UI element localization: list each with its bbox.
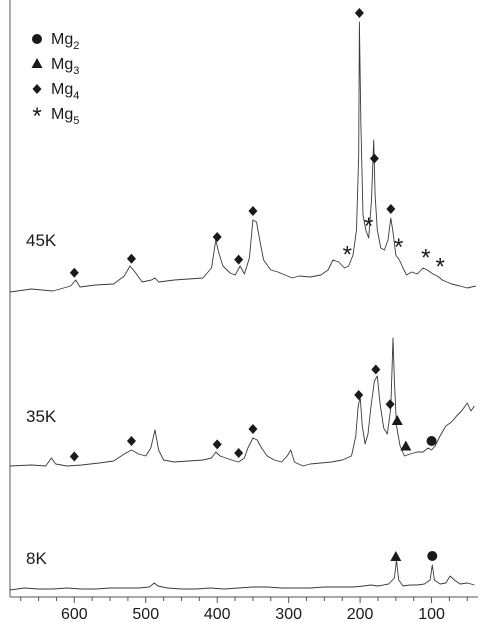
x-tick-label-500: 500 (132, 606, 159, 622)
peak-marker-diamond-45k-2 (212, 232, 222, 242)
legend-symbol-star: * (32, 103, 41, 130)
peak-marker-diamond-45k-6 (369, 153, 379, 164)
peak-marker-diamond-45k-7 (386, 204, 396, 214)
peak-marker-star-45k-12: * (435, 253, 444, 280)
peak-marker-circle-35k-23 (426, 436, 437, 446)
peak-marker-star-45k-10: * (394, 234, 403, 261)
x-tick-label-200: 200 (347, 606, 374, 622)
peak-marker-diamond-35k-17 (248, 424, 258, 434)
peak-marker-diamond-35k-20 (385, 399, 395, 410)
peak-marker-star-45k-9: * (364, 213, 373, 240)
peak-marker-star-45k-11: * (421, 244, 430, 271)
peak-marker-triangle-8k-24 (390, 551, 402, 561)
peak-marker-diamond-35k-19 (371, 364, 381, 375)
peak-marker-diamond-45k-1 (126, 253, 136, 264)
x-tick-label-300: 300 (275, 606, 302, 622)
legend-symbol-circle (32, 34, 42, 44)
legend-symbol-diamond (32, 84, 42, 94)
peak-marker-triangle-35k-21 (391, 415, 403, 425)
series-label-8k: 8K (26, 549, 47, 568)
x-axis: 600 500 400 300 200 100 (9, 0, 478, 622)
peak-markers: *** * * (69, 8, 445, 561)
peak-marker-diamond-35k-13 (69, 451, 79, 462)
series-label-45k: 45K (26, 231, 57, 250)
peak-marker-diamond-35k-18 (354, 390, 364, 400)
x-tick-label-100: 100 (418, 606, 445, 622)
peak-marker-diamond-35k-16 (234, 448, 244, 458)
legend-symbol-triangle (31, 58, 43, 68)
legend-entry-3: Mg5 (51, 106, 79, 127)
peak-marker-diamond-45k-5 (354, 8, 364, 18)
peak-marker-diamond-45k-4 (248, 206, 258, 216)
spectra-traces (9, 21, 477, 591)
peak-marker-diamond-45k-3 (234, 254, 244, 265)
temperature-labels: 45K 35K 8K (26, 231, 57, 568)
peak-marker-diamond-35k-15 (212, 439, 222, 450)
peak-marker-diamond-45k-0 (69, 267, 79, 278)
x-tick-label-600: 600 (61, 606, 88, 622)
series-label-35k: 35K (26, 407, 57, 426)
legend-entry-2: Mg4 (51, 81, 79, 102)
legend-entry-1: Mg3 (51, 56, 79, 77)
legend-entry-0: Mg2 (51, 31, 79, 52)
peak-marker-diamond-35k-14 (126, 436, 136, 446)
legend: Mg2 Mg3 Mg4 * Mg5 (31, 31, 79, 130)
peak-marker-triangle-35k-22 (400, 440, 412, 451)
peak-marker-circle-8k-25 (427, 551, 438, 561)
peak-marker-star-45k-8: * (343, 242, 352, 269)
series-line-8k (9, 559, 475, 591)
series-line-35k (9, 337, 475, 467)
x-tick-label-400: 400 (204, 606, 231, 622)
series-line-45k (9, 21, 477, 293)
